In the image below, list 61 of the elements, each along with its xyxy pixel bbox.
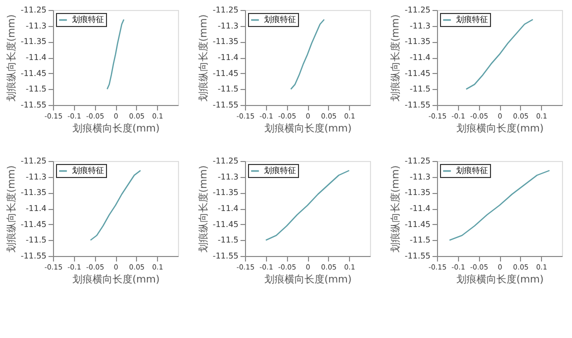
x-axis-title: 划痕横向长度(mm) bbox=[456, 274, 544, 286]
y-tick-label: -11.35 bbox=[212, 37, 238, 46]
legend-label: 划痕特征 bbox=[264, 15, 296, 24]
y-tick-label: -11.25 bbox=[20, 6, 46, 14]
y-tick-label: -11.25 bbox=[404, 6, 430, 14]
y-tick-label: -11.45 bbox=[404, 220, 430, 229]
y-tick-label: -11.25 bbox=[212, 156, 238, 166]
y-tick-label: -11.3 bbox=[410, 21, 430, 30]
y-tick-label: -11.55 bbox=[20, 252, 46, 260]
y-axis-title: 划痕纵向长度(mm) bbox=[198, 14, 210, 102]
y-tick-label: -11.4 bbox=[410, 204, 430, 213]
y-tick-label: -11.5 bbox=[410, 84, 430, 94]
y-tick-label: -11.35 bbox=[404, 188, 430, 198]
y-tick-label: -11.45 bbox=[20, 220, 46, 229]
y-tick-label: -11.55 bbox=[20, 100, 46, 110]
y-tick-label: -11.45 bbox=[212, 68, 238, 78]
x-axis-title: 划痕横向长度(mm) bbox=[456, 122, 544, 134]
y-tick-label: -11.25 bbox=[212, 6, 238, 14]
y-tick-label: -11.5 bbox=[218, 84, 238, 94]
line-series bbox=[106, 18, 124, 90]
y-tick-label: -11.3 bbox=[410, 172, 430, 182]
y-tick-label: -11.45 bbox=[212, 220, 238, 229]
y-tick-label: -11.55 bbox=[212, 252, 238, 260]
y-tick-label: -11.5 bbox=[410, 236, 430, 245]
legend-label: 划痕特征 bbox=[72, 166, 104, 175]
legend-label: 划痕特征 bbox=[456, 166, 488, 175]
y-tick-label: -11.3 bbox=[26, 172, 46, 182]
y-tick-label: -11.35 bbox=[20, 37, 46, 46]
legend-label: 划痕特征 bbox=[72, 15, 104, 24]
y-tick-label: -11.55 bbox=[212, 100, 238, 110]
y-axis-title: 划痕纵向长度(mm) bbox=[6, 14, 18, 102]
y-tick-label: -11.4 bbox=[410, 53, 430, 62]
y-tick-label: -11.55 bbox=[404, 252, 430, 260]
y-axis-title: 划痕纵向长度(mm) bbox=[390, 14, 402, 102]
y-axis-title: 划痕纵向长度(mm) bbox=[390, 165, 402, 253]
y-tick-label: -11.5 bbox=[218, 236, 238, 245]
y-tick-label: -11.3 bbox=[218, 172, 238, 182]
y-tick-label: -11.4 bbox=[26, 53, 46, 62]
y-tick-label: -11.45 bbox=[404, 68, 430, 78]
x-axis-title: 划痕横向长度(mm) bbox=[264, 122, 352, 134]
y-tick-label: -11.45 bbox=[20, 68, 46, 78]
y-tick-label: -11.4 bbox=[218, 204, 238, 213]
x-axis-title: 划痕横向长度(mm) bbox=[264, 274, 352, 286]
x-axis-title: 划痕横向长度(mm) bbox=[72, 122, 160, 134]
y-tick-label: -11.25 bbox=[404, 156, 430, 166]
y-tick-label: -11.3 bbox=[218, 21, 238, 30]
y-tick-label: -11.3 bbox=[26, 21, 46, 30]
y-axis-title: 划痕纵向长度(mm) bbox=[198, 165, 210, 253]
y-tick-label: -11.25 bbox=[20, 156, 46, 166]
y-tick-label: -11.35 bbox=[212, 188, 238, 198]
y-tick-label: -11.35 bbox=[404, 37, 430, 46]
y-axis-title: 划痕纵向长度(mm) bbox=[6, 165, 18, 253]
y-tick-label: -11.35 bbox=[20, 188, 46, 198]
y-tick-label: -11.4 bbox=[218, 53, 238, 62]
y-tick-label: -11.4 bbox=[26, 204, 46, 213]
y-tick-label: -11.5 bbox=[26, 84, 46, 94]
x-axis-title: 划痕横向长度(mm) bbox=[72, 274, 160, 286]
y-tick-label: -11.5 bbox=[26, 236, 46, 245]
legend-label: 划痕特征 bbox=[456, 15, 488, 24]
legend-label: 划痕特征 bbox=[264, 166, 296, 175]
y-tick-label: -11.55 bbox=[404, 100, 430, 110]
